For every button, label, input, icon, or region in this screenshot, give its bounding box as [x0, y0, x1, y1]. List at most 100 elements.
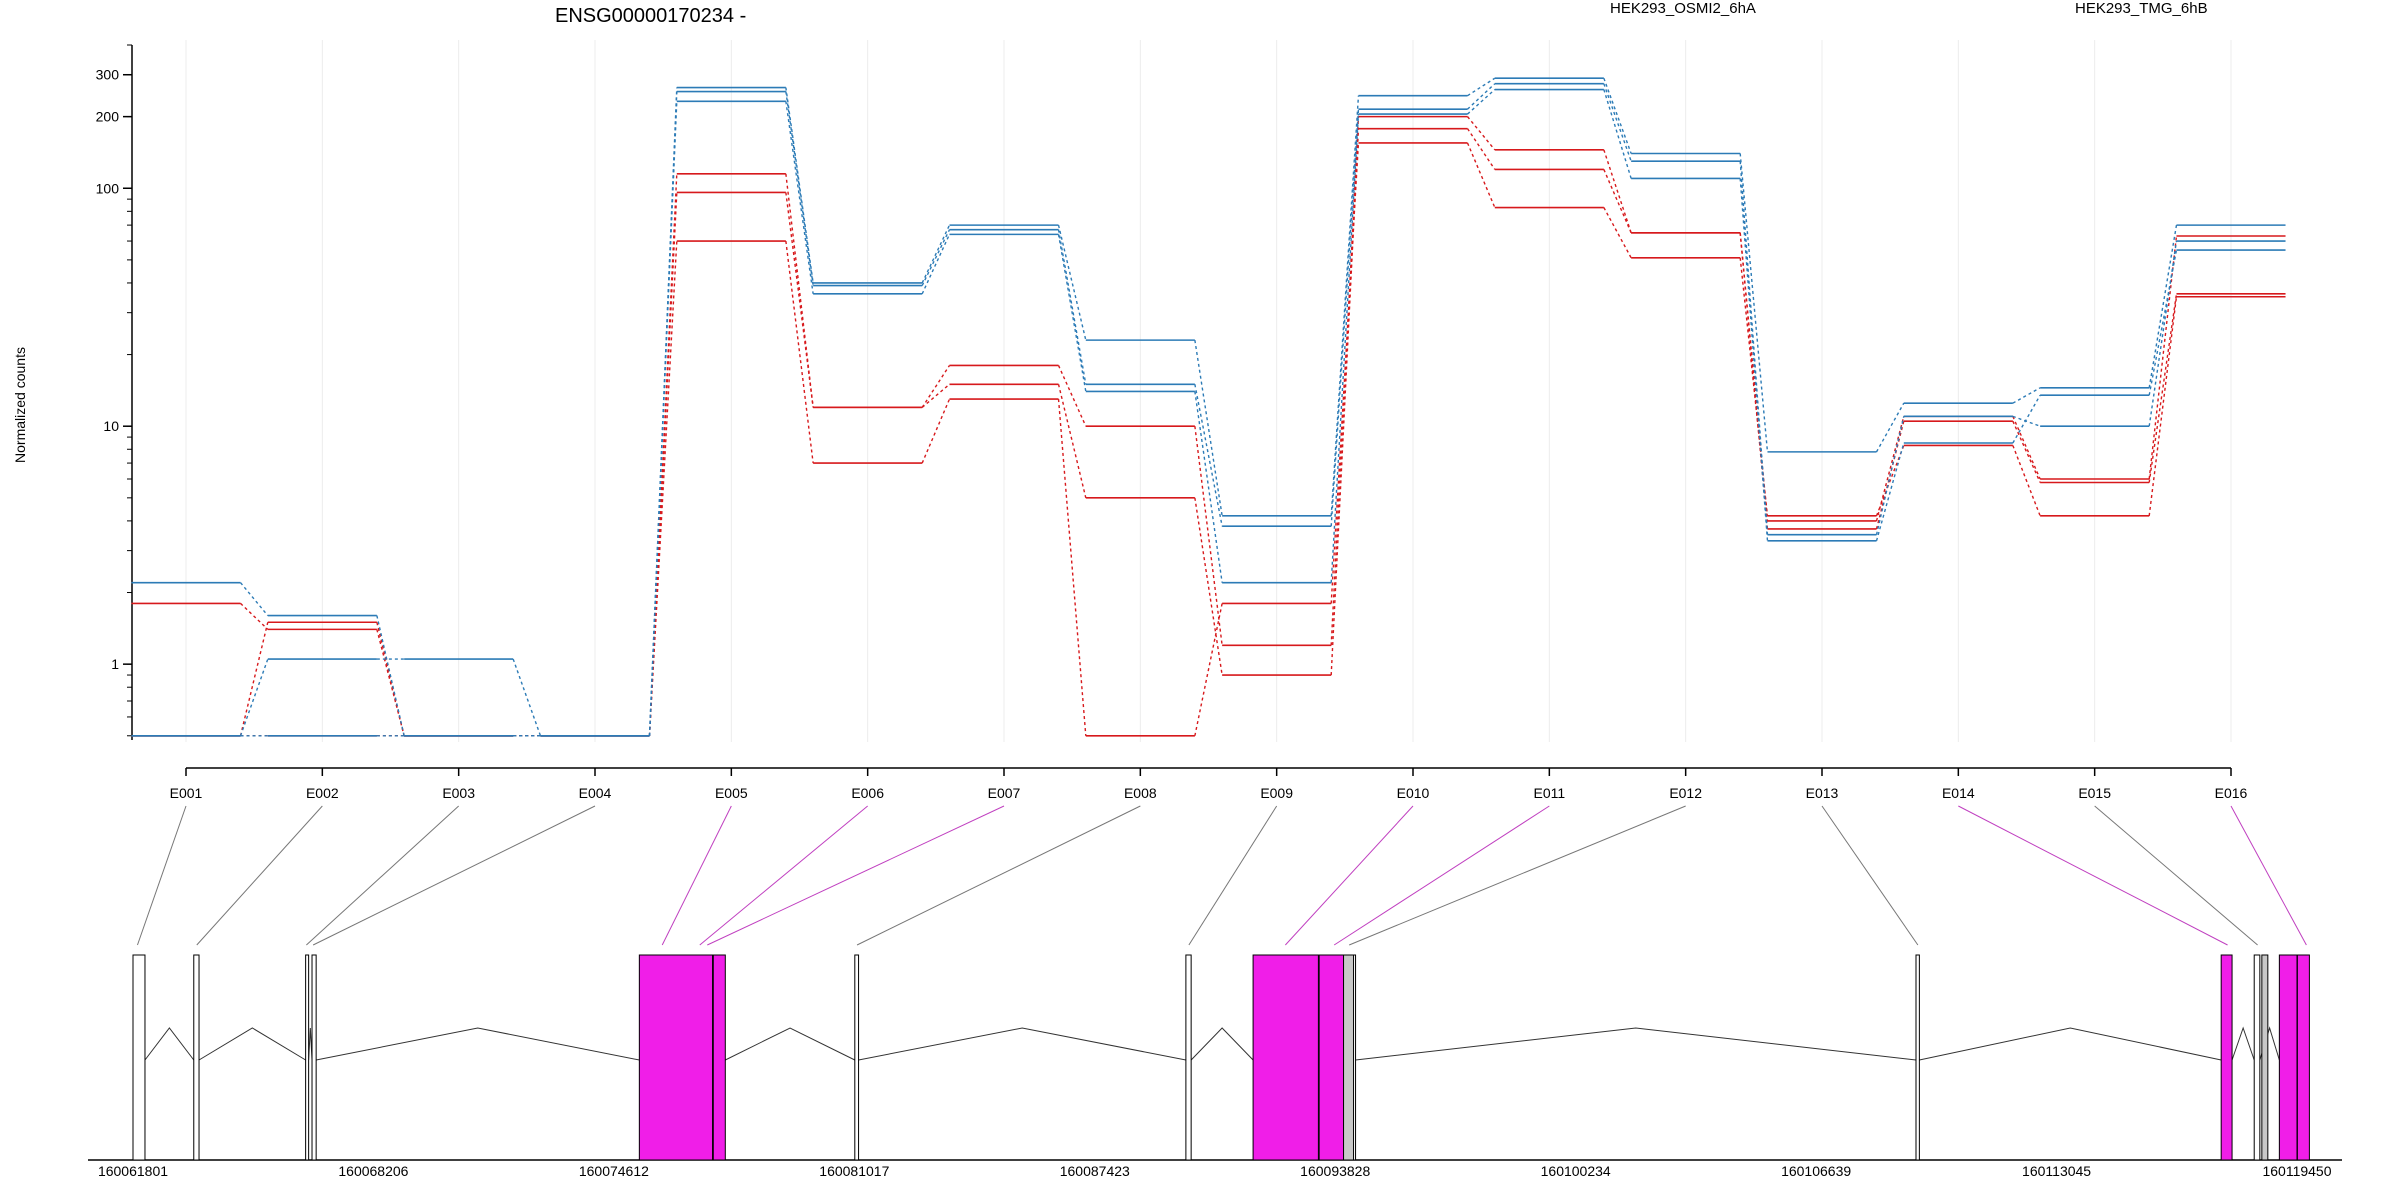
series-connector [1466, 142, 1496, 208]
series-connector [1194, 603, 1223, 736]
connector-E016 [2230, 805, 2307, 946]
series-connector [2148, 296, 2178, 516]
y-tick-label: 200 [96, 109, 120, 125]
series-connector [921, 365, 951, 408]
legend-label-osmi2: HEK293_OSMI2_6hA [1610, 0, 1756, 17]
series-connector [1330, 142, 1360, 604]
series-connector [2148, 240, 2178, 427]
gridlines [185, 40, 2232, 742]
series-connector [1603, 169, 1632, 234]
chart-title: ENSG00000170234 - [555, 5, 746, 27]
series-connector [921, 398, 951, 464]
exon-E003 [305, 954, 310, 1161]
series-4 [131, 82, 2286, 737]
series-connector [1466, 116, 1496, 151]
y-tick-label: 300 [96, 67, 120, 83]
series-connector [1603, 77, 1632, 154]
series-connector [648, 192, 678, 736]
connector-E001 [136, 805, 187, 946]
series-connector [2012, 415, 2041, 427]
exon-connectors [136, 805, 2307, 946]
connector-E011 [1333, 805, 1550, 946]
x-tick-label-E005: E005 [715, 785, 748, 801]
series-connector [785, 240, 814, 464]
series-connector [1194, 426, 1223, 646]
series-connector [785, 101, 814, 294]
connector-E010 [1284, 805, 1414, 946]
series-connector [1057, 229, 1087, 385]
gene-coord-label: 160113045 [2022, 1163, 2091, 1179]
intron-line [1355, 1027, 1917, 1061]
gene-coord-label: 160081017 [819, 1163, 889, 1179]
connector-E006 [699, 805, 868, 946]
intron-line [1919, 1027, 2222, 1061]
series-connector [1057, 234, 1087, 392]
series-connector [239, 582, 269, 617]
series-connector [921, 224, 951, 284]
exon-E015 [2278, 954, 2298, 1161]
series-connector [2148, 293, 2178, 483]
gene-coord-label: 160061801 [98, 1163, 168, 1179]
y-tick-label: 10 [103, 418, 119, 434]
connector-E009 [1188, 805, 1278, 946]
series-connector [1739, 153, 1769, 452]
x-tick-label-E001: E001 [170, 785, 203, 801]
series-connector [1603, 89, 1632, 179]
series-connector [512, 658, 542, 737]
axes: 1 10 100 200 300 E001 E002 E003 E004 E005 E006 E007… [96, 44, 2248, 801]
series-connector [1739, 257, 1769, 516]
exon-E010 [1318, 954, 1345, 1161]
intron-line [198, 1027, 306, 1061]
exon-E001 [132, 954, 146, 1161]
series-connector [1057, 365, 1087, 427]
intron-line [2231, 1026, 2255, 1061]
x-tick-label-E010: E010 [1397, 785, 1430, 801]
series-connector [785, 192, 814, 408]
series-connector [1603, 207, 1632, 259]
exon-E011-annotation [1343, 954, 1355, 1161]
gene-coord-label: 160087423 [1060, 1163, 1130, 1179]
series-connector [376, 615, 405, 736]
exon-E008 [1185, 954, 1192, 1161]
series-connector [376, 629, 405, 736]
series-connector [2012, 394, 2041, 444]
series-connector [1466, 128, 1496, 170]
series-connector [1603, 83, 1632, 162]
connector-E005 [661, 805, 732, 946]
series-connector [1194, 384, 1223, 527]
series-connector [1194, 340, 1223, 516]
exon-E007 [854, 954, 860, 1161]
x-tick-label-E002: E002 [306, 785, 339, 801]
series-lines [131, 77, 2286, 737]
exon-E009 [1252, 954, 1319, 1161]
gene-coord-label: 160119450 [2262, 1163, 2331, 1179]
exon-E012 [1915, 954, 1920, 1161]
series-2 [131, 142, 2286, 737]
series-connector [1875, 416, 1905, 522]
series-connector [1194, 497, 1223, 676]
connector-E007 [707, 805, 1005, 946]
exon-E014-annotation [2261, 954, 2269, 1161]
series-connector [785, 91, 814, 286]
series-connector [648, 241, 678, 736]
x-tick-label-E015: E015 [2078, 785, 2111, 801]
y-tick-label: 100 [96, 180, 120, 196]
exon-E014 [2253, 954, 2261, 1161]
series-connector [1194, 391, 1223, 583]
series-connector [2012, 387, 2041, 404]
series-connector [648, 173, 678, 736]
x-tick-label-E007: E007 [988, 785, 1021, 801]
series-connector [2012, 420, 2041, 483]
series-connector [2148, 235, 2178, 480]
series-connector [1739, 178, 1769, 541]
intron-line [316, 1027, 640, 1061]
series-connector [921, 229, 951, 286]
connector-E012 [1348, 805, 1686, 946]
x-tick-label-E012: E012 [1669, 785, 1702, 801]
gene-coord-label: 160068206 [338, 1163, 408, 1179]
series-connector [1330, 95, 1360, 516]
exon-E016 [2296, 954, 2310, 1161]
series-connector [1057, 384, 1087, 498]
series-connector [1875, 445, 1905, 517]
